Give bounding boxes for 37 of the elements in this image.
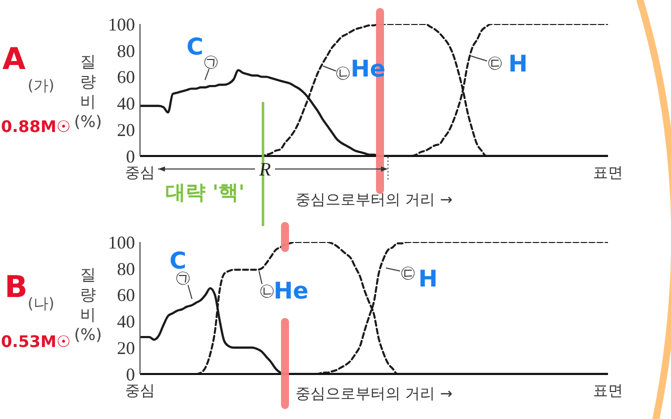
- x-axis-title: 중심으로부터의 거리 →: [295, 384, 453, 402]
- text: (가): [28, 76, 54, 94]
- text: 대략 '핵': [165, 180, 245, 204]
- y-tick-label: 20: [117, 120, 135, 140]
- annotation: He: [350, 56, 386, 82]
- text: (나): [28, 294, 54, 312]
- x-tick-label: 표면: [593, 382, 623, 400]
- annotation: H: [418, 266, 438, 292]
- series-label: ㉠: [204, 52, 218, 70]
- y-axis-title: 질량비(%): [74, 265, 102, 345]
- x-tick-label: 중심: [125, 164, 155, 182]
- annotation: H: [508, 52, 528, 78]
- annotation: C: [186, 34, 204, 60]
- text: B: [4, 270, 28, 305]
- y-tick-label: 60: [117, 285, 135, 306]
- x-tick-label: 중심: [125, 382, 155, 400]
- series-label: ㉢: [400, 264, 416, 282]
- y-tick-label: 40: [117, 312, 135, 332]
- series-label: ㉡: [260, 282, 274, 300]
- text: A: [2, 42, 26, 77]
- y-tick-label: 0: [126, 364, 135, 384]
- text: 0.88M☉: [1, 117, 71, 136]
- y-tick-label: 40: [117, 94, 135, 114]
- annotation: He: [274, 278, 308, 304]
- y-tick-label: 80: [117, 40, 135, 61]
- x-axis-title: 중심으로부터의 거리 →: [295, 190, 453, 208]
- series-label: ㉡: [336, 64, 350, 82]
- y-tick-label: 100: [108, 232, 135, 252]
- y-tick-label: 80: [117, 258, 135, 279]
- y-tick-label: 60: [117, 67, 135, 88]
- y-axis-title: 질량비(%): [74, 52, 102, 132]
- series-label: ㉢: [488, 54, 502, 72]
- x-tick-label: 표면: [593, 164, 623, 182]
- text: 0.53M☉: [1, 332, 71, 351]
- y-tick-label: 0: [126, 146, 135, 166]
- y-tick-label: 20: [117, 338, 135, 358]
- y-tick-label: 100: [108, 14, 135, 34]
